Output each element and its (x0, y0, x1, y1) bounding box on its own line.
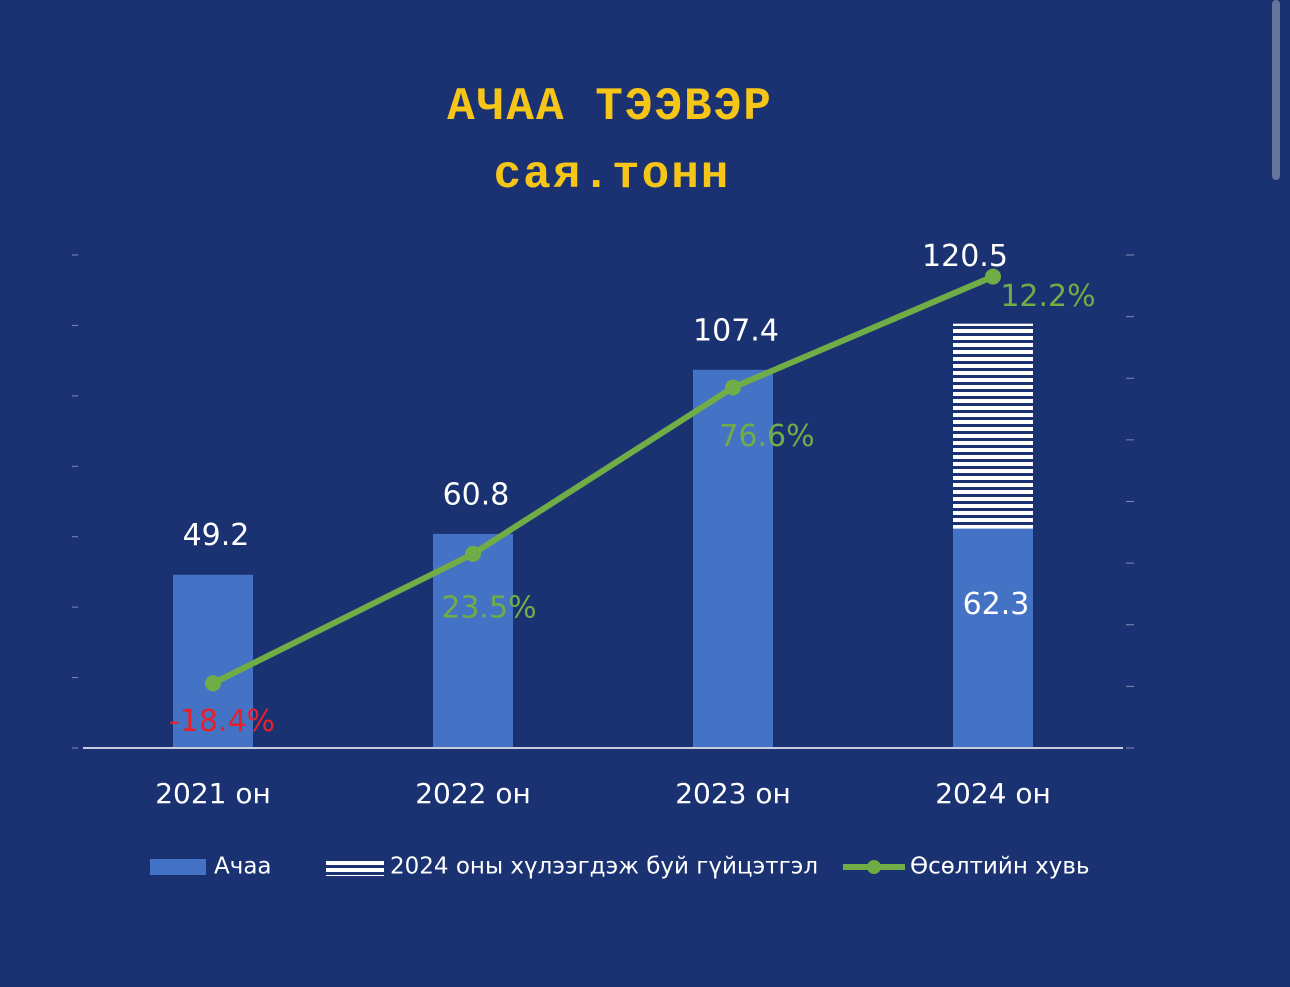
x-tick-label: 2024 он (935, 777, 1051, 810)
x-tick-label: 2023 он (675, 777, 791, 810)
x-tick-label: 2022 он (415, 777, 531, 810)
growth-label: 76.6% (719, 419, 814, 454)
growth-point (985, 268, 1001, 285)
growth-line (211, 273, 995, 686)
growth-label: 23.5% (441, 590, 536, 625)
bar-value-label: 60.8 (443, 477, 510, 512)
bar-value-label: 49.2 (183, 518, 250, 553)
legend-label: 2024 оны хүлээгдэж буй гүйцэтгэл (390, 854, 818, 880)
growth-label: -18.4% (169, 704, 275, 739)
growth-point (725, 379, 741, 396)
legend-swatch (867, 860, 881, 874)
chart-title: АЧАА ТЭЭВЭР (447, 81, 773, 133)
bar (693, 369, 773, 748)
scrollbar (1272, 0, 1280, 180)
legend-swatch (326, 858, 384, 876)
x-tick-label: 2021 он (155, 777, 271, 810)
legend-label: Ачаа (214, 854, 272, 880)
legend-label: Өсөлтийн хувь (910, 854, 1090, 880)
bar (173, 574, 253, 748)
growth-label: 12.2% (1000, 279, 1095, 314)
bar-value-label: 62.3 (963, 587, 1030, 622)
growth-point (465, 545, 481, 562)
bar-value-label: 107.4 (693, 313, 779, 348)
growth-point (205, 675, 221, 692)
legend-swatch (150, 859, 206, 875)
chart-subtitle: сая.тонн (494, 149, 731, 201)
expected-label: 120.5 (922, 239, 1008, 274)
bar (953, 528, 1033, 748)
